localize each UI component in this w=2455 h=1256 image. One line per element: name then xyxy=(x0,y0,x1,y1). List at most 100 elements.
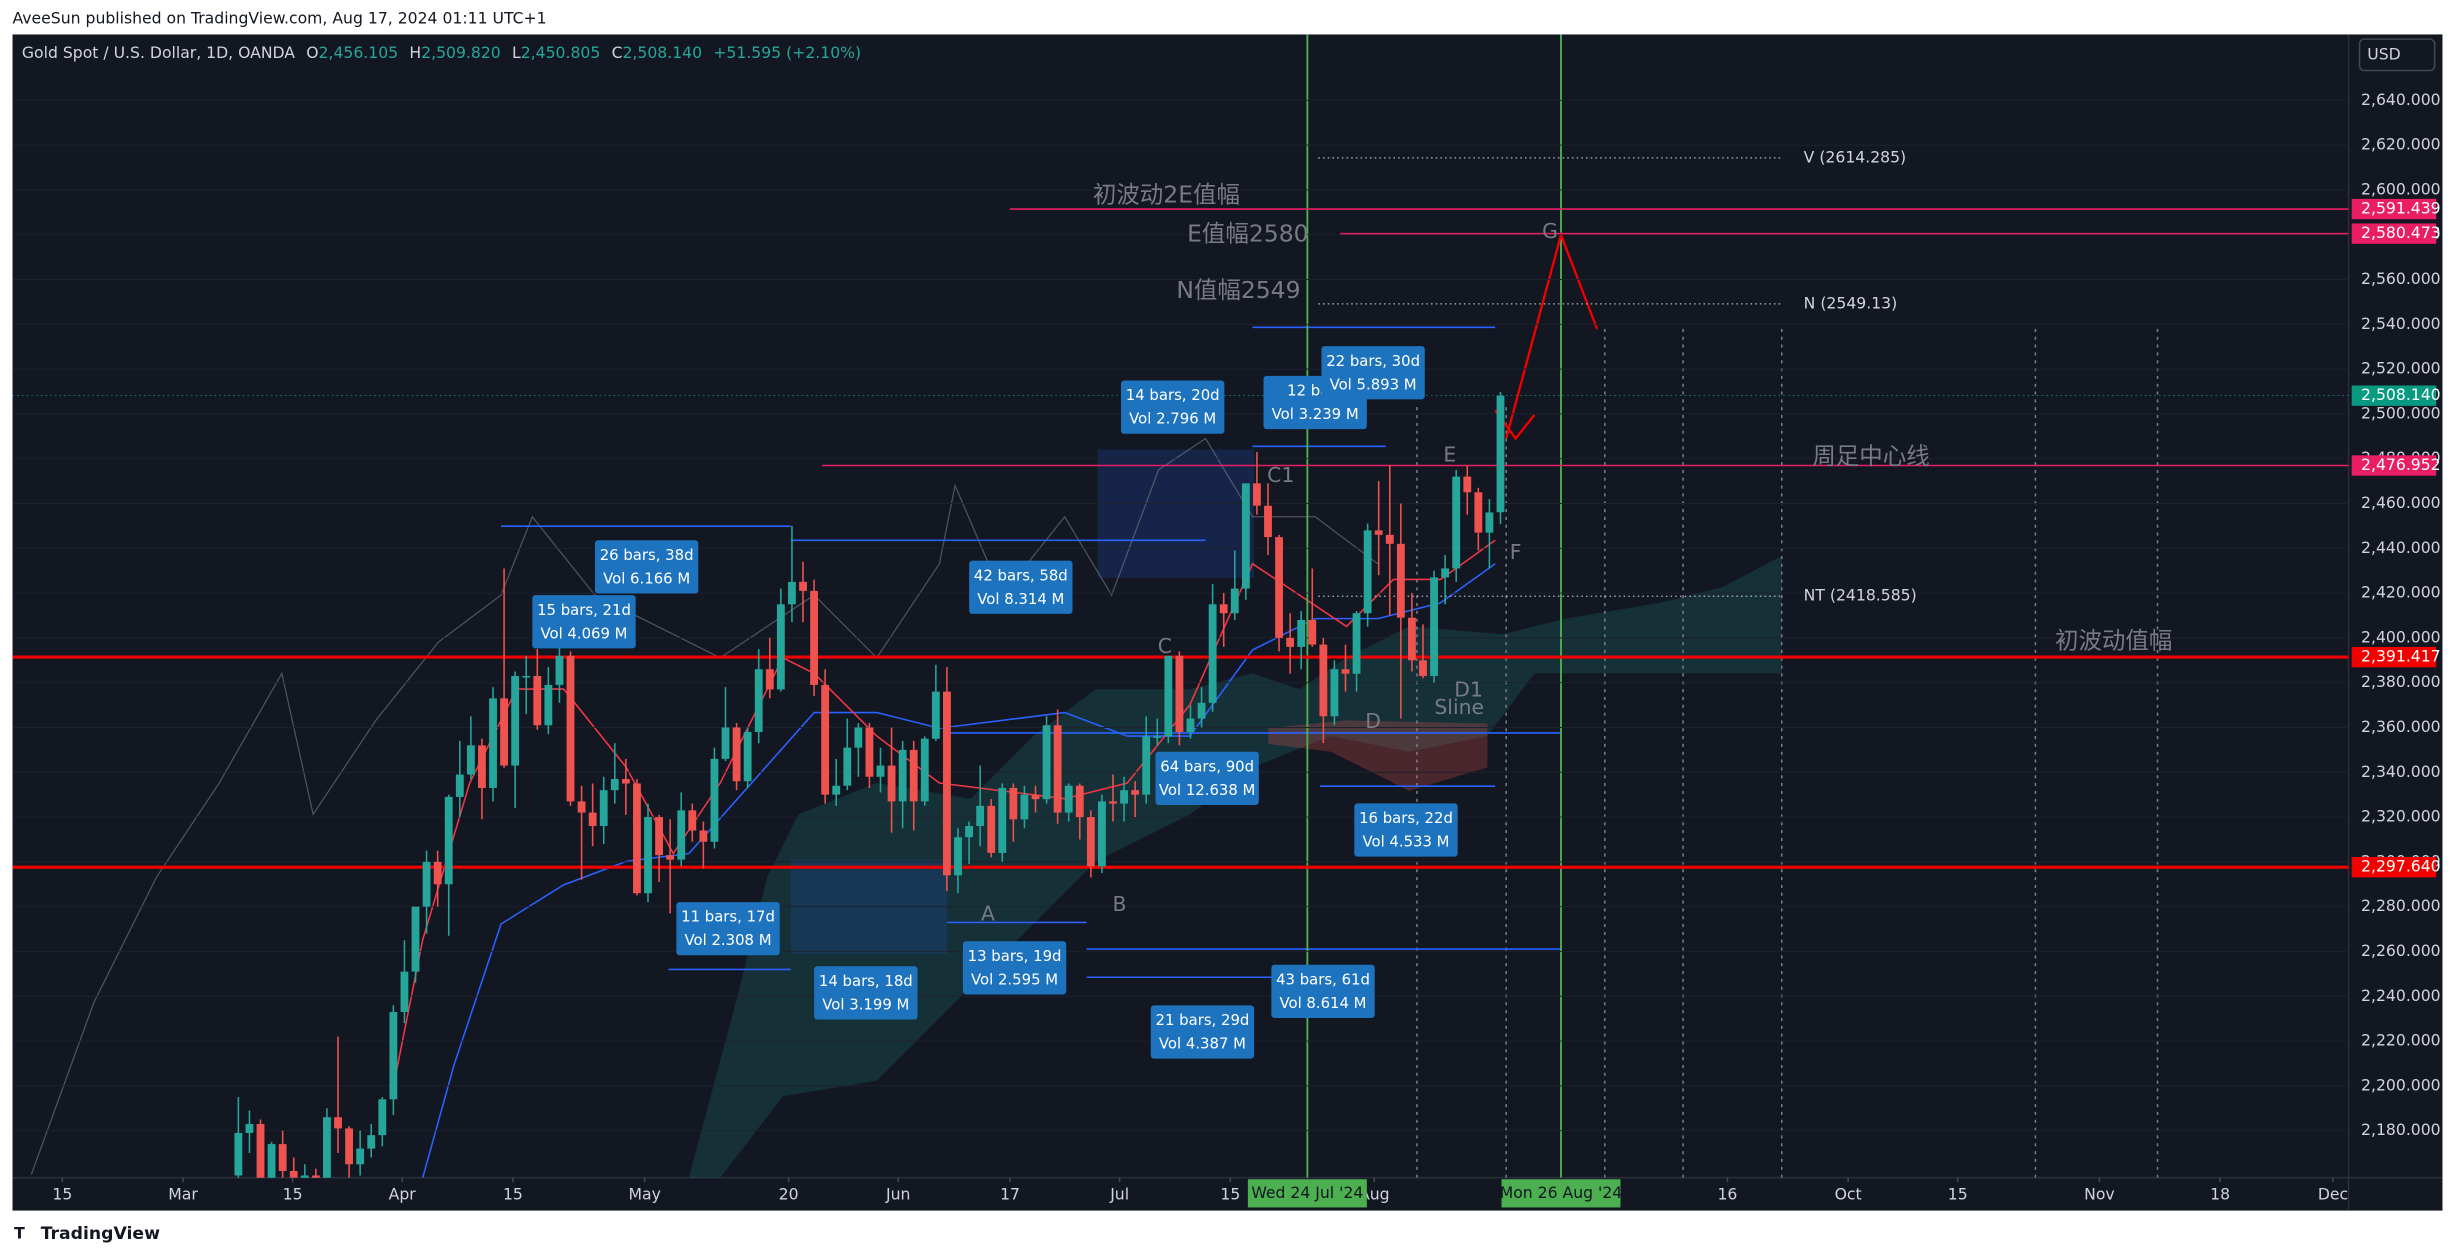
price-marker-label: 2,591.439 xyxy=(2361,199,2441,218)
candle-body xyxy=(1341,669,1350,674)
candle-body xyxy=(610,778,619,791)
candle-body xyxy=(743,731,752,782)
candle-body xyxy=(1452,476,1461,569)
future-grid xyxy=(1416,328,2159,1178)
measure-text: Vol 6.166 M xyxy=(603,569,690,587)
measure-text: 16 bars, 22d xyxy=(1359,809,1453,827)
candle-body xyxy=(1131,790,1140,795)
price-marker-label: 2,297.640 xyxy=(2361,857,2441,876)
date-marker-label: Wed 24 Jul '24 xyxy=(1251,1183,1363,1202)
annotation: G xyxy=(1542,219,1558,243)
x-tick-label: 20 xyxy=(779,1184,799,1203)
candle-body xyxy=(1408,617,1416,661)
candle-body xyxy=(334,1117,342,1129)
y-tick-label: 2,280.000 xyxy=(2361,896,2441,915)
measure-text: 11 bars, 17d xyxy=(681,908,775,926)
date-marker-box xyxy=(1247,1179,1367,1208)
candle-body xyxy=(821,684,830,795)
candle-body xyxy=(1241,483,1250,589)
candle-body xyxy=(1031,794,1040,800)
h-value: 2,509.820 xyxy=(421,43,501,62)
candle-body xyxy=(1297,619,1306,647)
candle-body xyxy=(1064,785,1073,813)
candle-body xyxy=(1463,476,1472,493)
candle-body xyxy=(311,1175,320,1178)
candle-body xyxy=(433,861,442,885)
annotation: D1 xyxy=(1454,678,1483,702)
price-marker-label: 2,391.417 xyxy=(2361,647,2441,666)
candle-body xyxy=(1186,718,1195,732)
annotation: A xyxy=(981,902,995,926)
candle-body xyxy=(1330,669,1339,717)
candle-body xyxy=(544,684,553,726)
candle-body xyxy=(920,738,929,802)
currency: USD xyxy=(2367,44,2400,63)
candle-body xyxy=(909,749,918,802)
candle-body xyxy=(1098,801,1106,867)
candle-body xyxy=(1374,530,1383,535)
currency-box[interactable] xyxy=(2358,38,2436,72)
candle-body xyxy=(1441,568,1450,578)
candle-body xyxy=(278,1144,287,1171)
x-tick-label: 16 xyxy=(1717,1184,1737,1203)
x-tick-label: 18 xyxy=(2210,1184,2230,1203)
measure-box xyxy=(1155,751,1259,805)
candle-body xyxy=(1142,736,1151,795)
measure-box xyxy=(1321,346,1425,400)
candle-body xyxy=(489,698,497,788)
level-label: NT (2418.585) xyxy=(1804,586,1917,605)
x-tick-label: 15 xyxy=(503,1184,523,1203)
o-value: 2,456.105 xyxy=(319,43,399,62)
candle-body xyxy=(799,581,807,591)
candle-body xyxy=(776,604,785,690)
measure-text: 42 bars, 58d xyxy=(974,566,1068,584)
annotation: B xyxy=(1112,892,1126,916)
measure-box xyxy=(814,966,918,1020)
measure-box xyxy=(1121,380,1225,434)
candle-body xyxy=(1230,588,1239,614)
candle-body xyxy=(1053,725,1062,813)
candle-body xyxy=(1175,655,1184,732)
candle-body xyxy=(677,810,686,860)
y-tick-label: 2,540.000 xyxy=(2361,314,2441,333)
candle-body xyxy=(843,747,852,786)
candle-body xyxy=(500,698,508,766)
candle-body xyxy=(599,790,608,827)
candle-body xyxy=(1009,787,1018,820)
annotation: D xyxy=(1365,709,1381,733)
annotation: Sline xyxy=(1434,695,1484,719)
measure-text: Vol 4.069 M xyxy=(540,624,627,642)
symbol: Gold Spot / U.S. Dollar, 1D, OANDA xyxy=(22,43,295,62)
candle-body xyxy=(666,855,675,860)
candle-body xyxy=(345,1128,354,1165)
candle-body xyxy=(688,810,697,831)
measure-text: 43 bars, 61d xyxy=(1276,970,1370,988)
measure-text: Vol 3.239 M xyxy=(1272,405,1359,423)
candle-body xyxy=(998,787,1007,853)
y-tick-label: 2,220.000 xyxy=(2361,1031,2441,1050)
y-tick-label: 2,600.000 xyxy=(2361,179,2441,198)
y-tick-label: 2,420.000 xyxy=(2361,583,2441,602)
measure-text: 14 bars, 18d xyxy=(819,972,913,990)
candle-body xyxy=(478,745,486,788)
candle-body xyxy=(1075,785,1084,818)
change: +51.595 (+2.10%) xyxy=(713,43,861,62)
candle-body xyxy=(854,727,863,748)
price-marker-box xyxy=(2351,198,2437,220)
candle-body xyxy=(1086,817,1095,867)
x-tick-label: 17 xyxy=(1000,1184,1020,1203)
candle-body xyxy=(1197,702,1206,719)
y-tick-label: 2,640.000 xyxy=(2361,90,2441,109)
candle-body xyxy=(644,817,652,894)
date-marker-box xyxy=(1501,1179,1621,1208)
x-tick-label: Jun xyxy=(885,1184,910,1203)
candle-body xyxy=(1396,543,1405,618)
y-tick-label: 2,340.000 xyxy=(2361,762,2441,781)
candle-body xyxy=(832,785,841,795)
candle-body xyxy=(954,837,962,876)
date-marker-label: Mon 26 Aug '24 xyxy=(1500,1183,1623,1202)
x-tick-label: May xyxy=(629,1184,661,1203)
candle-body xyxy=(466,745,475,775)
candle-body xyxy=(976,805,985,827)
